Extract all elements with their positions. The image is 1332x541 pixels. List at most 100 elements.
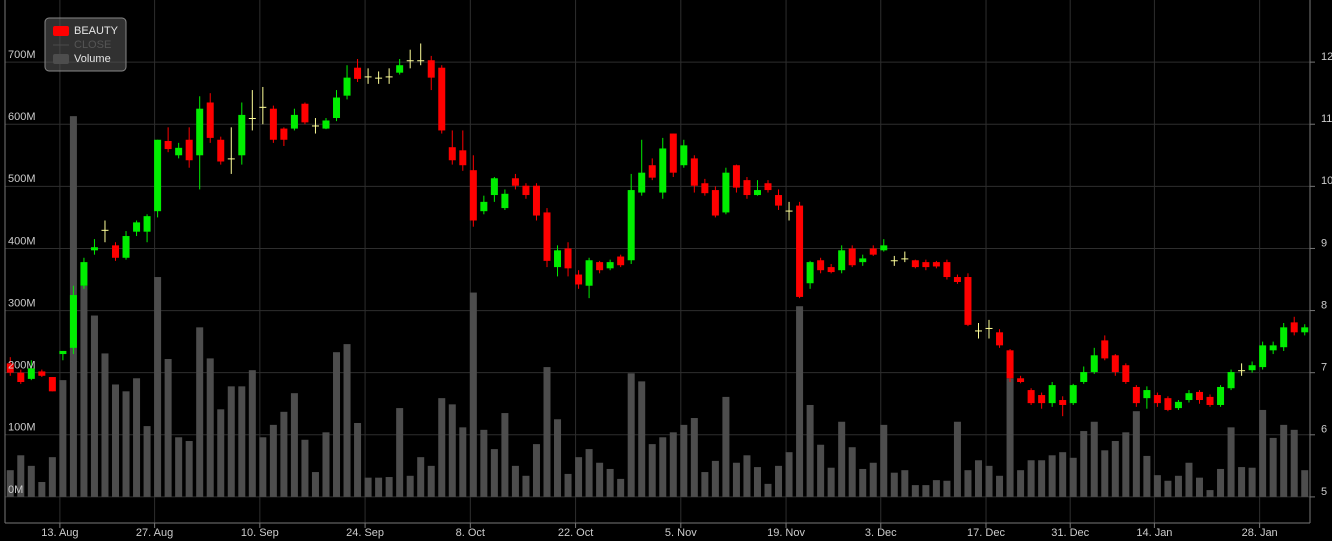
candle-body (890, 260, 898, 262)
candle-body (1143, 390, 1151, 399)
legend-label[interactable]: Volume (74, 53, 111, 65)
candle-body (427, 60, 435, 78)
volume-bar (732, 462, 740, 497)
candle-body (596, 262, 604, 271)
volume-bar (659, 437, 667, 497)
volume-bar (1164, 480, 1172, 497)
volume-bar (859, 468, 867, 497)
volume-bar (343, 344, 351, 497)
candle-body (669, 133, 677, 173)
volume-bar (217, 409, 225, 497)
volume-bar (490, 449, 498, 497)
volume-bar (922, 485, 930, 497)
candle-body (101, 229, 109, 231)
volume-bar (1069, 457, 1077, 497)
candle-body (617, 256, 625, 266)
candle-body (722, 172, 730, 213)
volume-bar (1006, 378, 1014, 497)
candle-body (164, 140, 172, 150)
candle-body (796, 205, 804, 297)
candle-body (511, 178, 519, 186)
volume-bar (775, 465, 783, 497)
candle-body (869, 248, 877, 255)
candle-body (1290, 322, 1298, 333)
volume-bar (943, 480, 951, 497)
candle-body (1059, 400, 1067, 405)
grid (5, 0, 1310, 523)
candle-body (438, 67, 446, 131)
candle-body (932, 262, 940, 267)
candle-body (112, 245, 120, 258)
volume-bar (564, 473, 572, 497)
candle-body (259, 106, 267, 108)
candle-body (1090, 355, 1098, 373)
candle-body (206, 102, 214, 138)
candle-body (1238, 370, 1246, 372)
candle-body (1048, 385, 1056, 404)
volume-bar (6, 470, 14, 497)
volume-bar (175, 437, 183, 497)
x-tick-label: 31. Dec (1051, 527, 1089, 539)
candle-layer (6, 43, 1309, 417)
volume-bar (585, 449, 593, 497)
volume-bar (1259, 409, 1267, 497)
legend-label[interactable]: CLOSE (74, 39, 111, 51)
volume-bar (711, 460, 719, 497)
candle-body (880, 245, 888, 251)
candle-body (827, 267, 835, 273)
volume-bar (1185, 462, 1193, 497)
y-tick-label: 12 (1321, 51, 1332, 63)
volume-bar (606, 468, 614, 497)
candle-body (1206, 396, 1214, 405)
x-tick-label: 24. Sep (346, 527, 384, 539)
candle-body (480, 201, 488, 212)
volume-bar (38, 482, 46, 497)
candle-body (311, 125, 319, 127)
candle-body (1101, 340, 1109, 359)
volume-bar (1048, 455, 1056, 497)
y-tick-label: 10 (1321, 175, 1332, 187)
candle-body (606, 262, 614, 269)
candle-body (406, 60, 414, 62)
volume-bar (974, 460, 982, 497)
volume-bar (27, 465, 35, 497)
candle-body (701, 183, 709, 194)
candle-body (375, 77, 383, 79)
volume-bar (364, 477, 372, 497)
candle-body (80, 262, 88, 286)
candle-body (785, 210, 793, 212)
y-tick-label: 5 (1321, 486, 1327, 498)
candle-body (448, 147, 456, 161)
axes: 5 6 7 8 9 10 11 12 0M 100M 200M 300M 400M 500M 600M 700… (4, 0, 1332, 539)
legend-label[interactable]: BEAUTY (74, 25, 119, 37)
volume-bar (206, 358, 214, 497)
candle-body (364, 76, 372, 78)
volume-bar (448, 404, 456, 497)
candle-body (396, 65, 404, 73)
volume-bar (1290, 429, 1298, 497)
volume-bar (1238, 467, 1246, 497)
candle-body (238, 114, 246, 156)
legend-swatch (53, 26, 69, 36)
volume-bar (269, 424, 277, 497)
candle-body (764, 183, 772, 191)
candle-body (459, 150, 467, 166)
volume-bar (785, 452, 793, 497)
y2-tick-label: 500M (8, 173, 36, 185)
candle-body (743, 180, 751, 196)
volume-bar (1111, 441, 1119, 497)
volume-bar (522, 475, 530, 497)
volume-bar (880, 424, 888, 497)
candle-body (1006, 350, 1014, 379)
legend: BEAUTY CLOSE Volume (44, 17, 127, 72)
candle-body (901, 258, 909, 260)
x-tick-label: 28. Jan (1242, 527, 1278, 539)
volume-bar (543, 367, 551, 497)
volume-bar (290, 393, 298, 497)
candle-body (175, 147, 183, 156)
candle-body (133, 222, 141, 232)
candle-body (1122, 365, 1130, 383)
candle-body (911, 260, 919, 268)
legend-swatch (53, 54, 69, 64)
